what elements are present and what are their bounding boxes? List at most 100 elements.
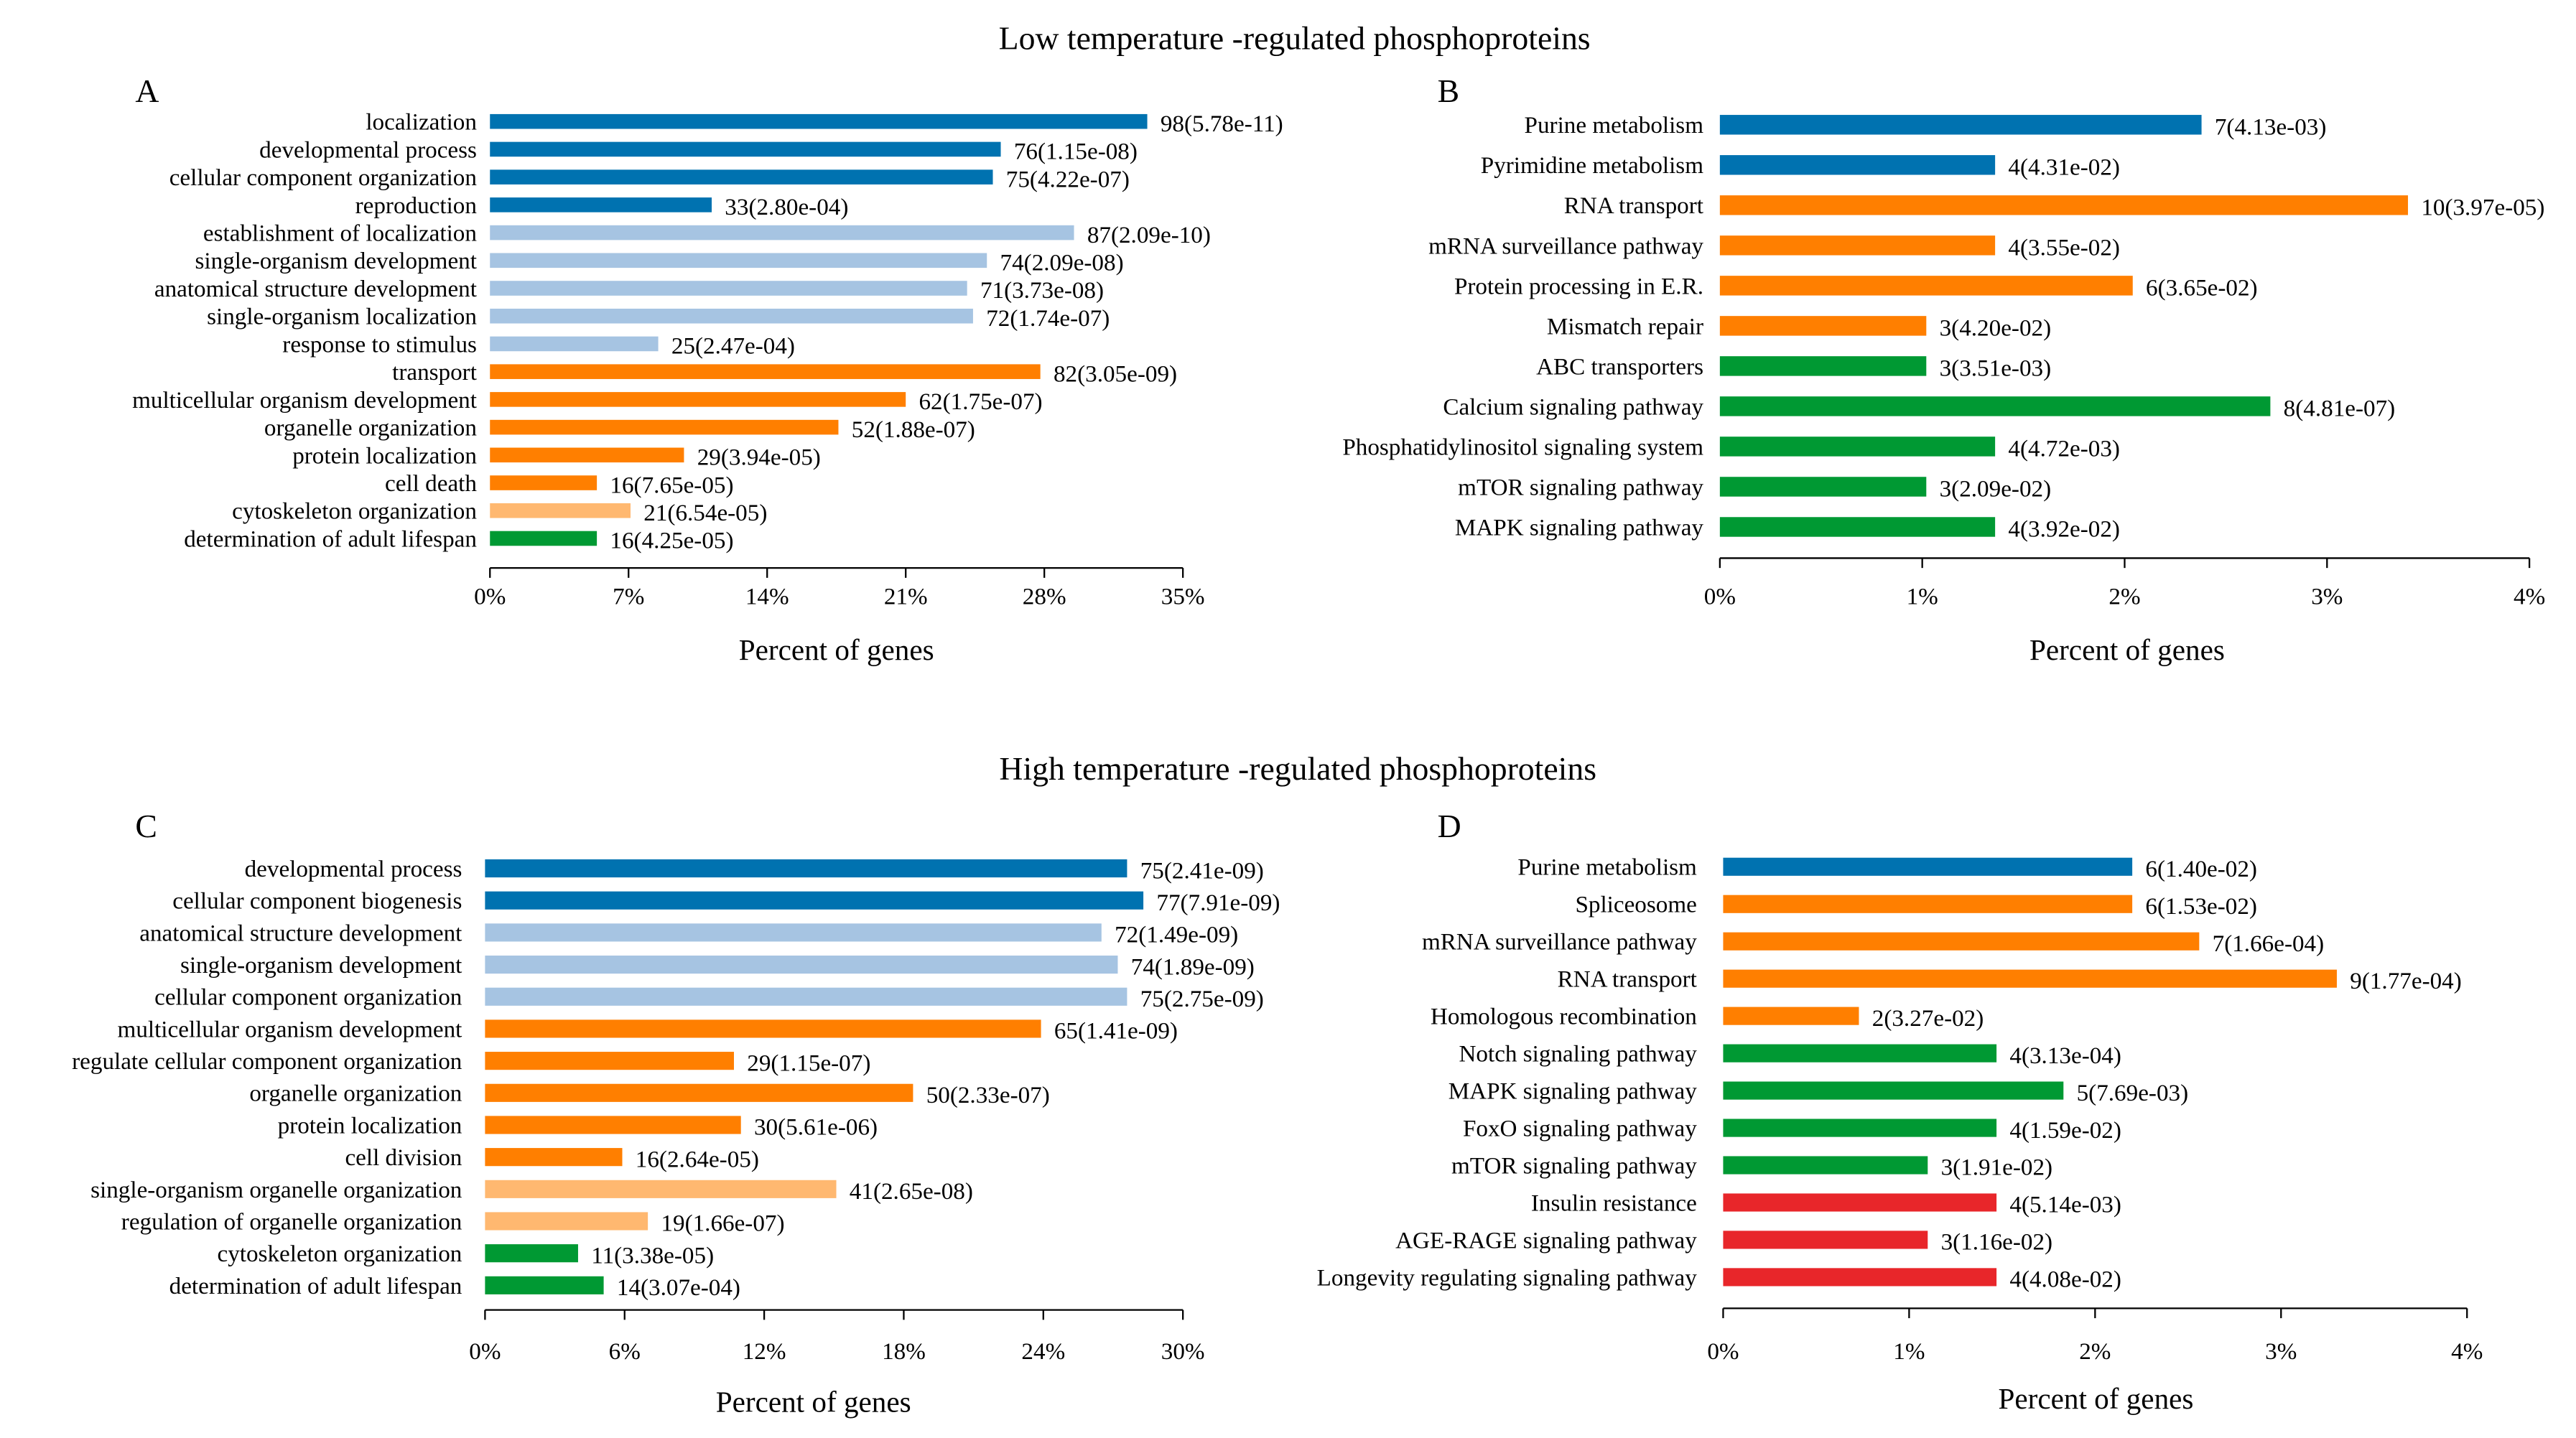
data-label: 4(4.31e-02) bbox=[2008, 154, 2120, 181]
data-label: 11(3.38e-05) bbox=[591, 1242, 714, 1269]
data-label: 6(1.53e-02) bbox=[2145, 893, 2257, 920]
category-label: developmental process bbox=[245, 856, 462, 882]
data-label: 65(1.41e-09) bbox=[1054, 1018, 1178, 1045]
category-label: Purine metabolism bbox=[1517, 854, 1697, 881]
data-label: 3(4.20e-02) bbox=[1940, 315, 2052, 342]
bar bbox=[1723, 969, 2337, 988]
data-label: 21(6.54e-05) bbox=[643, 500, 767, 526]
bar bbox=[1719, 477, 1927, 497]
x-axis-label: Percent of genes bbox=[2029, 633, 2225, 666]
data-label: 62(1.75e-07) bbox=[919, 388, 1042, 415]
category-label: establishment of localization bbox=[203, 220, 477, 247]
bar bbox=[490, 447, 684, 463]
bar bbox=[1723, 1044, 1997, 1063]
panel-letter: D bbox=[1438, 808, 1461, 844]
category-label: Pyrimidine metabolism bbox=[1481, 152, 1703, 179]
panel-d: D Purine metabolism 6(1.40e-02) Spliceosome… bbox=[1317, 808, 2483, 1415]
category-label: mTOR signaling pathway bbox=[1451, 1152, 1697, 1179]
bar bbox=[485, 956, 1118, 974]
category-label: anatomical structure development bbox=[139, 920, 462, 946]
data-label: 82(3.05e-09) bbox=[1054, 360, 1177, 387]
data-label: 29(1.15e-07) bbox=[747, 1050, 870, 1076]
category-label: cytoskeleton organization bbox=[218, 1241, 462, 1267]
category-label: organelle organization bbox=[249, 1080, 462, 1107]
data-label: 2(3.27e-02) bbox=[1872, 1005, 1984, 1032]
bar bbox=[490, 475, 597, 490]
bar bbox=[485, 859, 1127, 878]
x-tick-label: 3% bbox=[2311, 583, 2343, 610]
x-tick-label: 2% bbox=[2079, 1338, 2111, 1365]
data-label: 4(1.59e-02) bbox=[2009, 1117, 2121, 1144]
category-label: Longevity regulating signaling pathway bbox=[1317, 1264, 1698, 1291]
category-label: determination of adult lifespan bbox=[184, 526, 477, 552]
category-label: localization bbox=[366, 109, 477, 136]
data-label: 6(1.40e-02) bbox=[2145, 856, 2257, 882]
bar bbox=[490, 253, 987, 269]
category-label: Phosphatidylinositol signaling system bbox=[1342, 434, 1703, 460]
category-label: determination of adult lifespan bbox=[169, 1273, 462, 1299]
data-label: 10(3.97e-05) bbox=[2421, 195, 2544, 221]
data-label: 72(1.74e-07) bbox=[986, 305, 1110, 332]
x-tick-label: 7% bbox=[613, 583, 644, 610]
high-temperature-title: High temperature -regulated phosphoprote… bbox=[999, 750, 1596, 787]
data-label: 5(7.69e-03) bbox=[2077, 1080, 2189, 1106]
data-label: 16(7.65e-05) bbox=[610, 472, 733, 498]
category-label: reproduction bbox=[355, 192, 478, 219]
bar bbox=[1723, 1231, 1928, 1249]
category-label: organelle organization bbox=[264, 415, 477, 442]
bar bbox=[1723, 932, 2200, 951]
bar bbox=[490, 197, 712, 213]
bar bbox=[490, 503, 631, 518]
data-label: 33(2.80e-04) bbox=[725, 194, 848, 220]
bar bbox=[1719, 396, 2271, 416]
data-label: 72(1.49e-09) bbox=[1115, 922, 1238, 948]
bar bbox=[490, 419, 839, 435]
bar bbox=[490, 364, 1041, 379]
category-label: mRNA surveillance pathway bbox=[1428, 233, 1703, 259]
category-label: single-organism localization bbox=[207, 304, 477, 330]
bar bbox=[1723, 895, 2133, 913]
x-axis-label: Percent of genes bbox=[1999, 1382, 2194, 1415]
category-label: cellular component organization bbox=[154, 984, 462, 1011]
category-label: cellular component biogenesis bbox=[172, 888, 462, 915]
data-label: 19(1.66e-07) bbox=[661, 1210, 784, 1237]
x-tick-label: 6% bbox=[609, 1338, 641, 1365]
bar bbox=[485, 1212, 648, 1231]
bar bbox=[490, 336, 659, 352]
x-tick-label: 12% bbox=[743, 1338, 786, 1365]
category-label: Protein processing in E.R. bbox=[1454, 273, 1703, 299]
data-label: 50(2.33e-07) bbox=[926, 1082, 1050, 1108]
category-label: Mismatch repair bbox=[1547, 313, 1703, 340]
category-label: Insulin resistance bbox=[1531, 1190, 1697, 1216]
bar bbox=[485, 1116, 741, 1134]
category-label: FoxO signaling pathway bbox=[1463, 1115, 1697, 1141]
bar bbox=[485, 1019, 1041, 1038]
category-label: Purine metabolism bbox=[1525, 112, 1704, 139]
bar bbox=[1723, 857, 2133, 876]
bar bbox=[485, 891, 1144, 910]
bar bbox=[485, 1148, 623, 1167]
x-axis-label: Percent of genes bbox=[716, 1385, 911, 1418]
x-axis-label: Percent of genes bbox=[739, 633, 934, 666]
panel-letter: B bbox=[1438, 73, 1460, 109]
category-label: MAPK signaling pathway bbox=[1449, 1078, 1698, 1105]
data-label: 98(5.78e-11) bbox=[1161, 111, 1283, 137]
category-label: mTOR signaling pathway bbox=[1458, 474, 1703, 500]
bar bbox=[1723, 1268, 1997, 1287]
bar bbox=[1723, 1193, 1997, 1212]
data-label: 74(1.89e-09) bbox=[1131, 953, 1255, 980]
bar bbox=[1719, 235, 1996, 256]
x-tick-label: 0% bbox=[469, 1338, 501, 1365]
x-tick-label: 4% bbox=[2451, 1338, 2483, 1365]
bar bbox=[490, 225, 1074, 241]
bar bbox=[485, 923, 1102, 942]
x-tick-label: 24% bbox=[1021, 1338, 1065, 1365]
data-label: 30(5.61e-06) bbox=[754, 1114, 878, 1141]
bar bbox=[490, 531, 597, 546]
data-label: 9(1.77e-04) bbox=[2350, 968, 2462, 994]
data-label: 41(2.65e-08) bbox=[850, 1178, 973, 1205]
category-label: multicellular organism development bbox=[118, 1016, 463, 1042]
x-tick-label: 28% bbox=[1023, 583, 1066, 610]
x-tick-label: 0% bbox=[1704, 583, 1736, 610]
